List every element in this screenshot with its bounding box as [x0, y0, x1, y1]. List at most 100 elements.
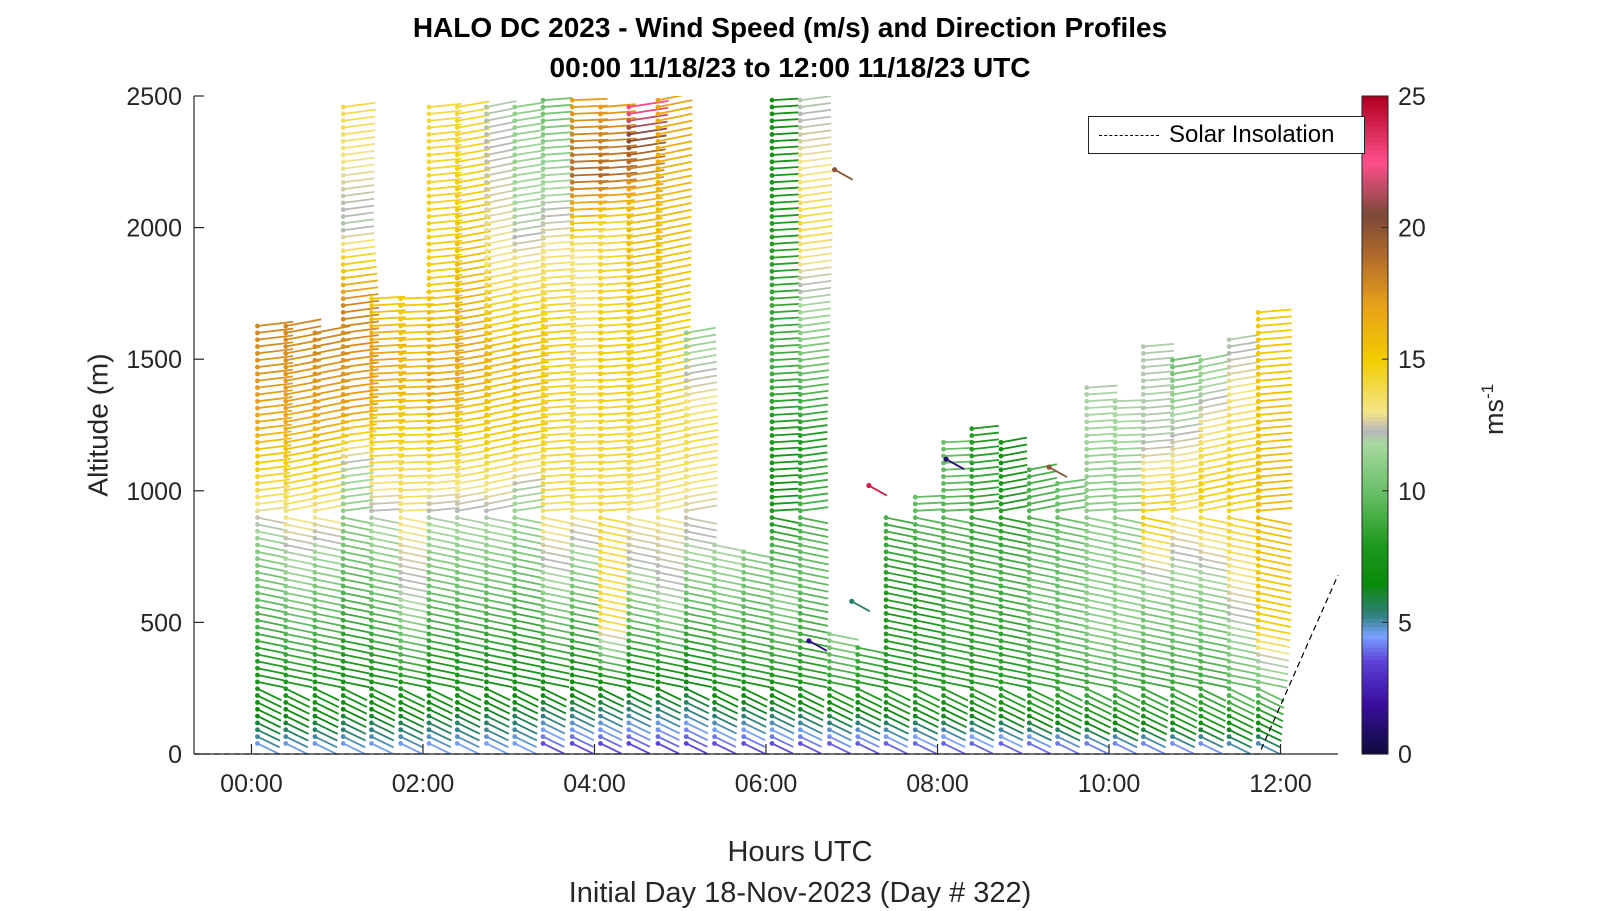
wind-barb — [285, 530, 317, 539]
wind-barb — [1172, 605, 1202, 614]
wind-barb — [314, 612, 344, 621]
wind-barb-dot — [255, 357, 260, 363]
wind-barb-dot — [969, 679, 975, 685]
wind-barb-dot — [283, 652, 289, 657]
wind-barb — [542, 619, 572, 627]
wind-barb — [400, 667, 429, 675]
wind-barb — [1200, 544, 1232, 553]
wind-barb-dot — [598, 734, 603, 740]
wind-barb — [514, 470, 547, 478]
wind-barb — [314, 557, 345, 566]
wind-barb — [1029, 653, 1057, 661]
wind-barb — [457, 100, 490, 108]
wind-barb-dot — [1140, 549, 1146, 555]
wind-barb — [657, 626, 687, 634]
wind-barb-dot — [1140, 706, 1146, 712]
wind-barb — [800, 626, 828, 634]
wind-barb-dot — [1170, 645, 1175, 651]
wind-barb-dot — [769, 481, 775, 486]
wind-barb — [600, 694, 624, 708]
wind-barb — [572, 681, 599, 689]
wind-barb-dot — [941, 474, 946, 479]
wind-barb — [685, 694, 710, 708]
colorbar-segment — [1362, 642, 1388, 648]
wind-barb — [800, 660, 828, 668]
wind-barb — [486, 243, 518, 252]
wind-barb-dot — [540, 686, 546, 692]
wind-barb — [257, 457, 291, 464]
wind-barb — [657, 304, 692, 314]
colorbar-segment — [1362, 350, 1388, 356]
wind-barb — [971, 486, 1000, 492]
wind-barb-dot — [569, 166, 575, 172]
wind-barb-dot — [1140, 700, 1146, 705]
wind-barb — [371, 701, 396, 715]
wind-barb — [1057, 578, 1087, 586]
wind-barb-dot — [454, 173, 460, 178]
wind-barb-dot — [1140, 487, 1146, 493]
colorbar-segment — [1362, 585, 1388, 591]
wind-barb-dot — [1255, 563, 1261, 568]
wind-barb-dot — [255, 508, 260, 514]
wind-barb — [1143, 530, 1176, 539]
wind-barb — [514, 101, 545, 108]
wind-barb — [771, 487, 799, 492]
wind-barb-dot — [369, 617, 374, 623]
wind-barb — [943, 653, 971, 661]
wind-barb — [771, 530, 800, 538]
wind-barb-dot — [283, 556, 289, 562]
wind-barb — [428, 694, 454, 708]
wind-barb-dot — [512, 289, 518, 295]
wind-barb-dot — [598, 193, 603, 199]
colorbar-segment — [1362, 679, 1388, 685]
wind-barb — [1057, 550, 1087, 559]
colorbar-unit-text: ms — [1479, 399, 1509, 435]
wind-barb — [428, 728, 452, 742]
wind-barb — [1228, 374, 1261, 382]
wind-barb-dot — [340, 686, 346, 692]
wind-barb-dot — [484, 193, 489, 199]
wind-barb — [371, 460, 405, 464]
wind-barb-dot — [283, 323, 289, 329]
colorbar-segment — [1362, 499, 1388, 504]
wind-barb-dot — [797, 611, 803, 616]
wind-barb — [628, 155, 666, 163]
wind-barb-dot — [1112, 617, 1118, 623]
wind-barb — [771, 494, 799, 499]
wind-barb-dot — [512, 419, 518, 425]
wind-barb-dot — [540, 262, 546, 267]
wind-barb-dot — [454, 672, 460, 678]
wind-barb — [628, 450, 662, 457]
wind-barb — [285, 687, 311, 702]
wind-barb — [943, 605, 971, 614]
wind-barb — [343, 660, 370, 668]
wind-barb-dot — [340, 604, 346, 610]
wind-barb-dot — [312, 357, 318, 363]
wind-barb-dot — [340, 590, 346, 596]
wind-barb-dot — [626, 207, 632, 213]
wind-barb-dot — [512, 159, 518, 165]
wind-barb-dot — [912, 501, 918, 507]
wind-barb-dot — [883, 713, 889, 719]
wind-barb — [1258, 308, 1292, 314]
wind-barb — [771, 248, 800, 252]
wind-barb-dot — [1198, 501, 1204, 507]
wind-barb-dot — [484, 652, 489, 657]
wind-barb-dot — [912, 535, 918, 541]
wind-barb — [771, 639, 800, 648]
wind-barb — [800, 578, 829, 586]
wind-barb-dot — [1170, 508, 1175, 514]
x-tick-label: 04:00 — [563, 770, 626, 798]
wind-barb — [400, 578, 432, 587]
wind-barb-dot — [1255, 378, 1261, 384]
wind-barb-dot — [540, 474, 546, 479]
wind-barb-dot — [340, 453, 346, 459]
wind-barb — [428, 500, 461, 505]
wind-barb-dot — [797, 706, 803, 712]
wind-barb-dot — [1140, 344, 1146, 349]
wind-barb-dot — [398, 617, 404, 623]
wind-barb — [371, 571, 401, 580]
wind-barb — [1228, 585, 1261, 594]
wind-barb — [542, 480, 576, 485]
wind-barb-dot — [712, 617, 717, 623]
